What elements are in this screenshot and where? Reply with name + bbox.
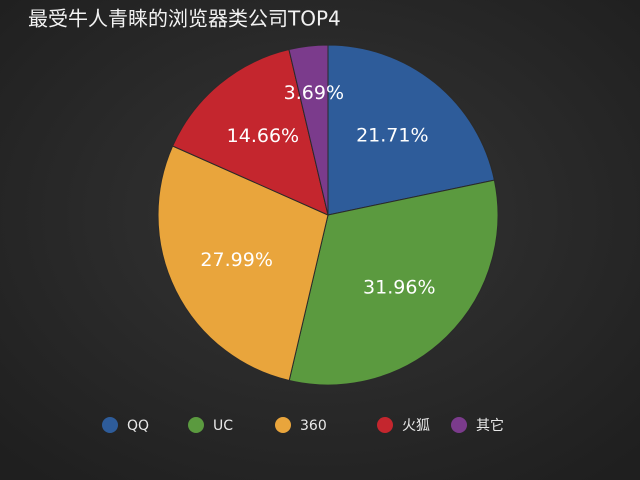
legend-swatch bbox=[102, 417, 118, 433]
legend-swatch bbox=[275, 417, 291, 433]
pie-slice bbox=[157, 145, 329, 382]
legend-label: 火狐 bbox=[402, 418, 430, 434]
legend-label: QQ bbox=[127, 418, 149, 434]
legend-swatch bbox=[451, 417, 467, 433]
legend-swatch bbox=[377, 417, 393, 433]
pie-slice bbox=[171, 48, 329, 216]
legend-label: UC bbox=[213, 418, 233, 434]
pie-slice bbox=[327, 44, 495, 216]
chart-title: 最受牛人青睐的浏览器类公司TOP4 bbox=[28, 7, 341, 31]
legend-label: 360 bbox=[300, 418, 327, 434]
pie-slice bbox=[288, 179, 499, 386]
data-label: 14.66% bbox=[227, 125, 299, 147]
data-label: 31.96% bbox=[363, 276, 435, 298]
legend-swatch bbox=[188, 417, 204, 433]
data-label: 21.71% bbox=[356, 124, 428, 146]
pie-slice bbox=[288, 44, 329, 216]
data-label: 3.69% bbox=[284, 82, 344, 104]
legend-label: 其它 bbox=[476, 417, 504, 434]
data-label: 27.99% bbox=[200, 249, 272, 271]
